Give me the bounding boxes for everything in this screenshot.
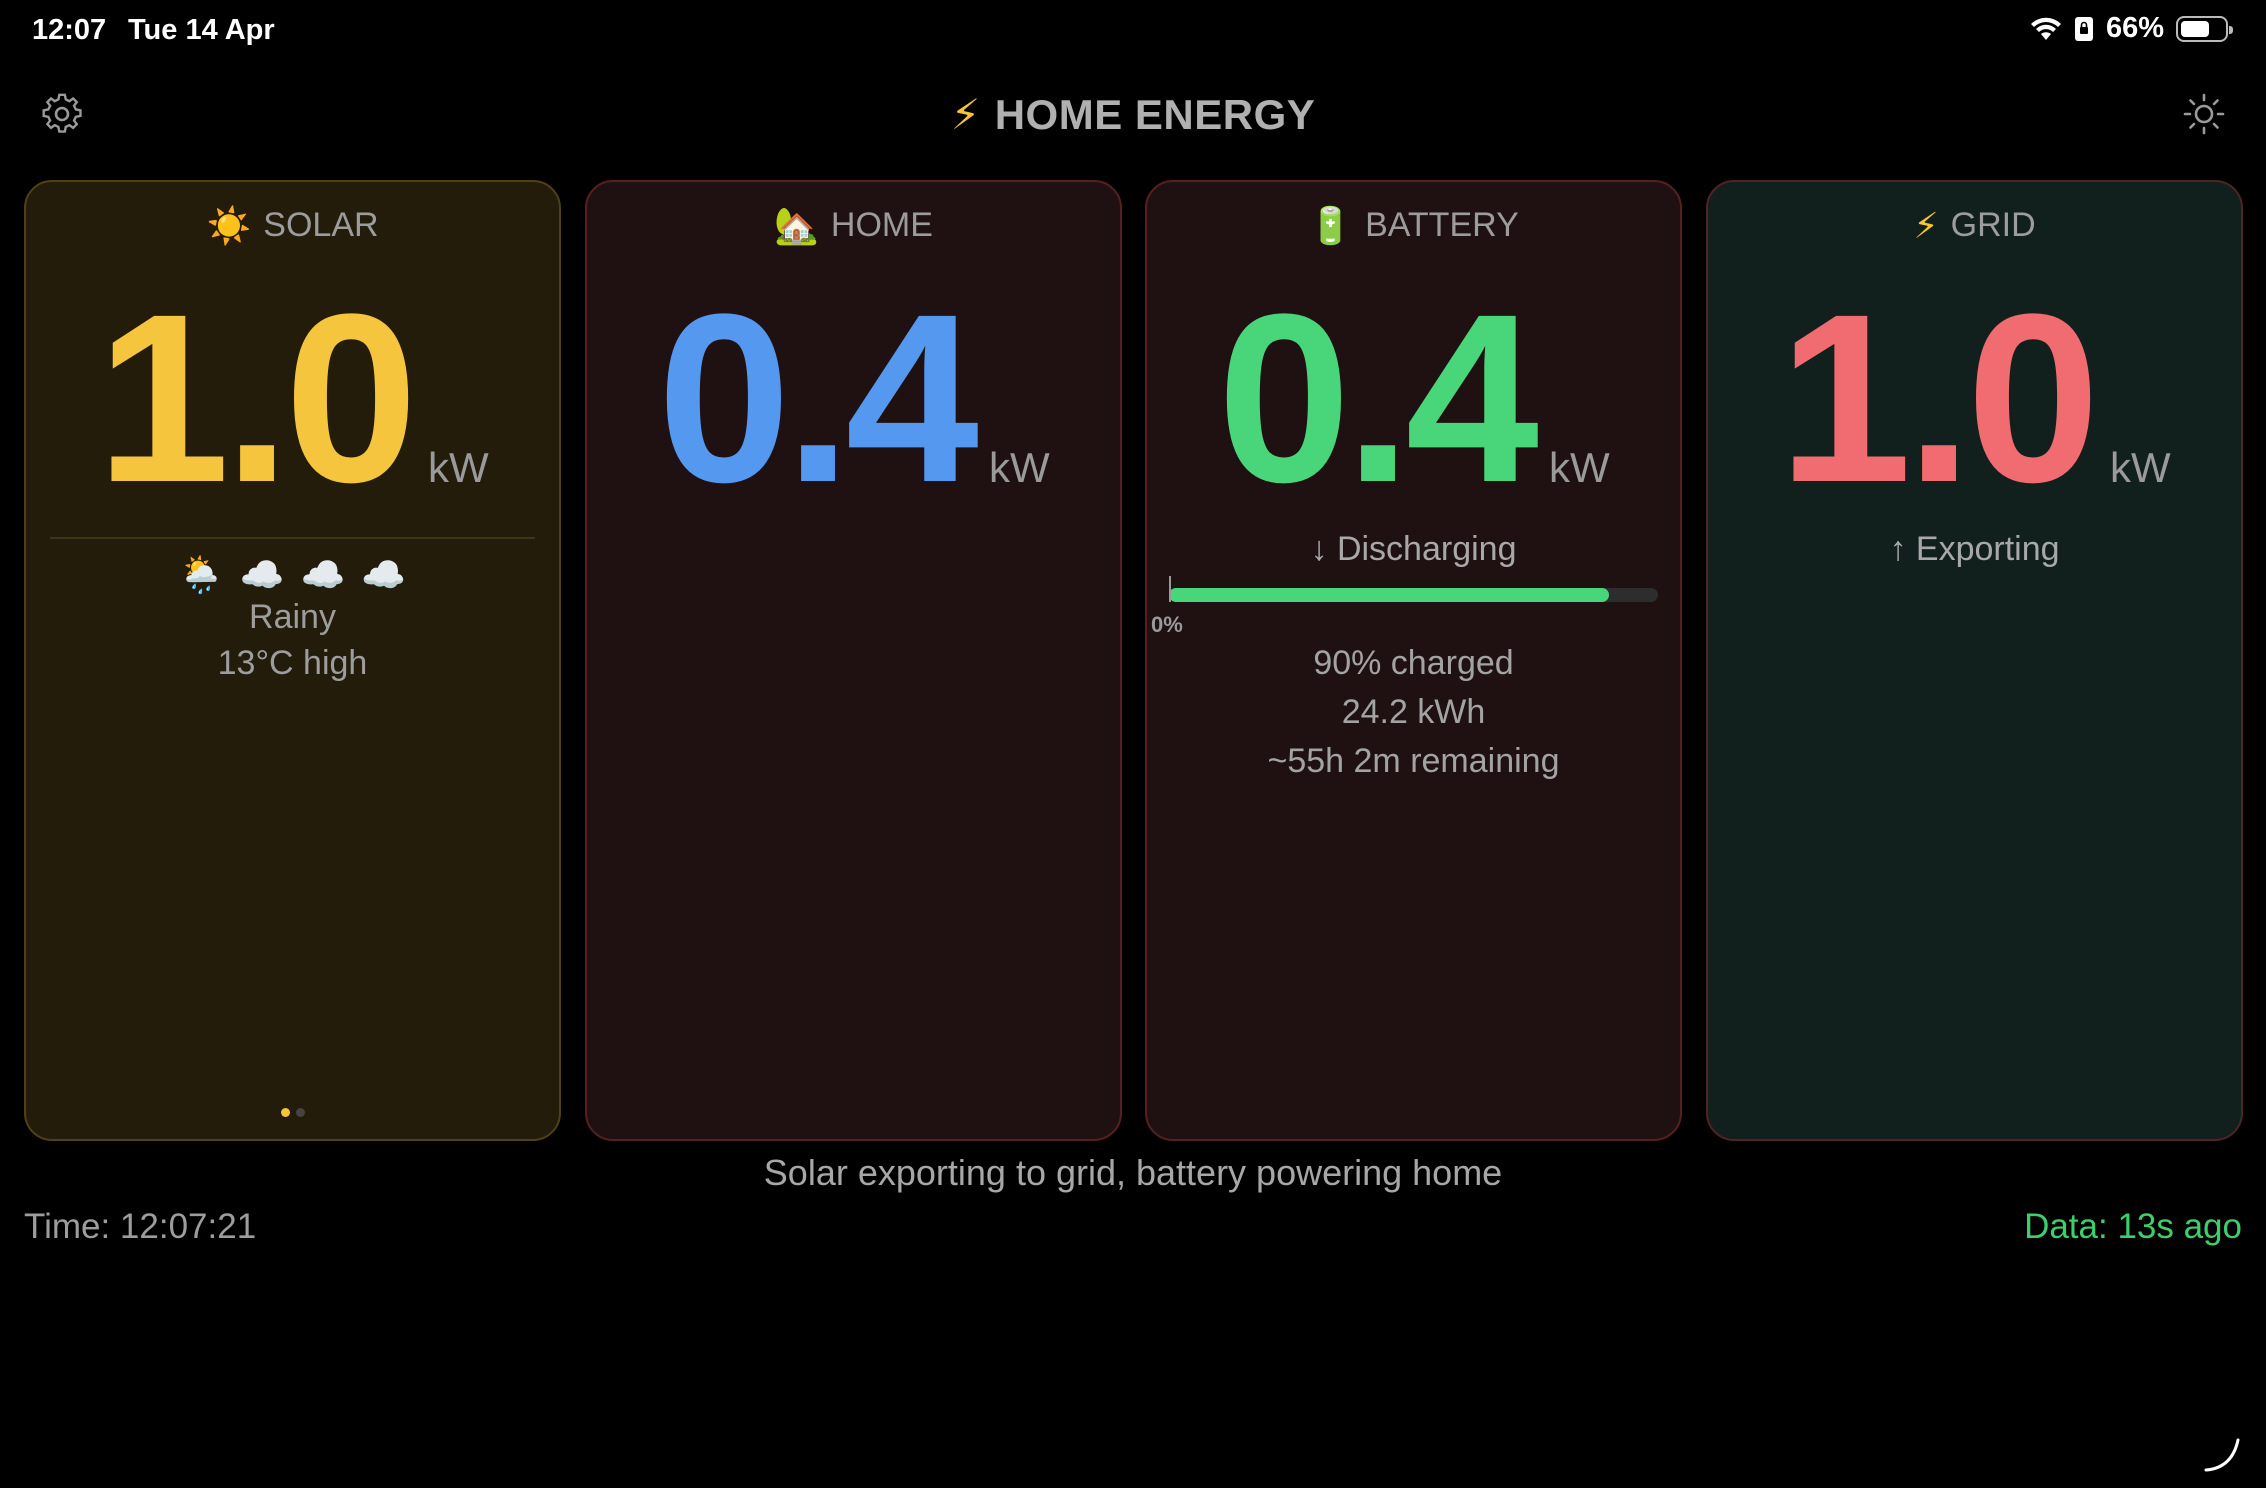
home-title-label: HOME [830, 206, 933, 244]
weather-forecast: 🌦️ ☁️ ☁️ ☁️ [26, 554, 559, 596]
home-card[interactable]: 🏡 HOME 0.4 kW [585, 180, 1122, 1141]
charge-bar-fill [1169, 588, 1610, 602]
grid-card-title: ⚡ GRID [1708, 206, 2241, 245]
battery-card-title: 🔋 BATTERY [1147, 206, 1680, 245]
grid-flow-status: ↑ Exporting [1889, 530, 2060, 568]
weather-temperature: 13°C high [217, 644, 368, 682]
solar-power-value: 1.0 [96, 264, 418, 532]
page-title: ⚡ HOME ENERGY [0, 90, 2266, 139]
grid-power-readout: 1.0 kW [1708, 278, 2241, 518]
gear-icon [42, 93, 82, 133]
battery-remaining-time: ~55h 2m remaining [1267, 742, 1560, 780]
page-indicator[interactable] [26, 1108, 559, 1117]
status-time: 12:07 [32, 14, 107, 46]
solar-divider [50, 537, 535, 539]
status-indicators: 66% [2030, 12, 2233, 45]
solar-power-readout: 1.0 kW [26, 278, 559, 518]
cloud-icon: ☁️ [300, 554, 346, 595]
app-header: ⚡ HOME ENERGY [0, 80, 2266, 150]
weather-condition: Rainy [249, 598, 336, 636]
home-power-unit: kW [988, 444, 1050, 491]
battery-power-unit: kW [1548, 444, 1610, 491]
battery-energy: 24.2 kWh [1341, 693, 1486, 731]
battery-power-readout: 0.4 kW [1147, 278, 1680, 518]
lightning-icon: ⚡ [1913, 204, 1939, 246]
home-power-value: 0.4 [657, 264, 979, 532]
resize-handle-icon[interactable] [2202, 1434, 2242, 1474]
home-card-title: 🏡 HOME [587, 206, 1120, 245]
cloud-icon: ☁️ [361, 554, 407, 595]
battery-power-value: 0.4 [1217, 264, 1539, 532]
home-power-readout: 0.4 kW [587, 278, 1120, 518]
grid-power-unit: kW [2109, 444, 2171, 491]
settings-button[interactable] [40, 92, 84, 136]
sun-icon: ☀️ [206, 204, 252, 246]
energy-flow-summary: Solar exporting to grid, battery powerin… [763, 1152, 1503, 1193]
solar-title-label: SOLAR [263, 206, 379, 244]
lightning-icon: ⚡ [950, 91, 981, 138]
solar-card-title: ☀️ SOLAR [26, 206, 559, 245]
solar-card[interactable]: ☀️ SOLAR 1.0 kW 🌦️ ☁️ ☁️ ☁️ Rainy 13°C h… [24, 180, 561, 1141]
battery-emoji-icon: 🔋 [1308, 204, 1354, 246]
grid-power-value: 1.0 [1778, 264, 2100, 532]
page-dot-active[interactable] [280, 1108, 290, 1117]
wifi-icon [2030, 17, 2061, 40]
brightness-button[interactable] [2182, 92, 2226, 136]
charge-bar-min-label: 0% [1151, 612, 1183, 637]
portrait-lock-icon [2074, 16, 2093, 41]
grid-title-label: GRID [1950, 206, 2036, 244]
grid-card[interactable]: ⚡ GRID 1.0 kW ↑ Exporting [1706, 180, 2243, 1141]
data-freshness: Data: 13s ago [2024, 1207, 2242, 1246]
status-date: Tue 14 Apr [128, 14, 275, 46]
battery-flow-status: ↓ Discharging [1310, 530, 1517, 568]
sun-brightness-icon [2183, 93, 2225, 135]
battery-level-fill [2181, 20, 2209, 37]
charge-bar-zero-tick [1169, 576, 1171, 602]
cloud-icon: ☁️ [239, 554, 285, 595]
page-dot[interactable] [295, 1108, 305, 1117]
page-title-text: HOME ENERGY [994, 91, 1316, 138]
rain-cloud-sun-icon: 🌦️ [178, 554, 224, 595]
battery-percent: 66% [2105, 12, 2164, 44]
battery-icon [2176, 15, 2233, 42]
current-time: Time: 12:07:21 [24, 1207, 257, 1246]
solar-power-unit: kW [427, 444, 489, 491]
battery-charged-percent: 90% charged [1313, 644, 1514, 682]
battery-card[interactable]: 🔋 BATTERY 0.4 kW ↓ Discharging 0% 90% ch… [1145, 180, 1682, 1141]
battery-title-label: BATTERY [1365, 206, 1519, 244]
house-icon: 🏡 [774, 204, 819, 246]
status-bar: 12:07 Tue 14 Apr 66% [0, 0, 2266, 64]
battery-charge-bar [1169, 576, 1658, 604]
